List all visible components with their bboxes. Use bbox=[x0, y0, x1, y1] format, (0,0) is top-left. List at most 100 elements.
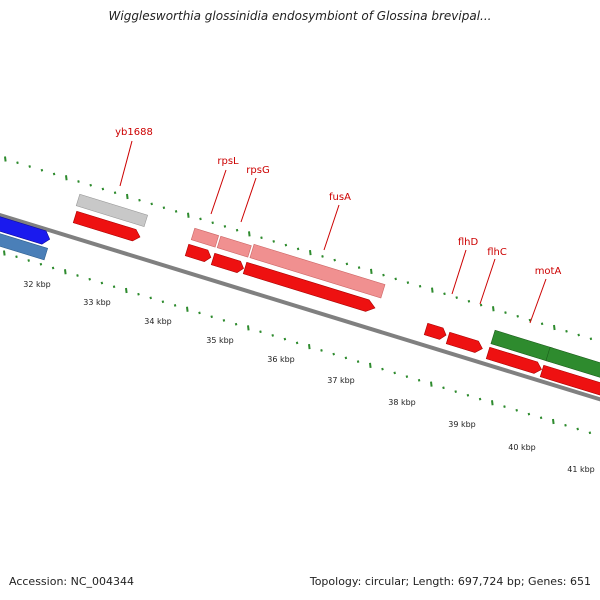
upper-tick-mark bbox=[40, 168, 44, 172]
upper-tick-mark bbox=[260, 236, 263, 240]
topology-label: Topology: circular; Length: 697,724 bp; … bbox=[309, 575, 591, 588]
lower-tick-mark bbox=[271, 334, 274, 337]
feature-blue-left[interactable] bbox=[0, 213, 52, 246]
feature-rpsL-rrna[interactable] bbox=[190, 227, 220, 248]
lower-tick-mark bbox=[320, 349, 323, 352]
lower-tick-mark bbox=[76, 274, 79, 277]
feature-rpsG-rrna[interactable] bbox=[216, 235, 252, 258]
feature-rpsL-cds[interactable] bbox=[184, 243, 212, 263]
feature-fusA-cds[interactable] bbox=[242, 261, 377, 313]
upper-tick-mark bbox=[528, 318, 532, 322]
gene-label-yb1688: yb1688 bbox=[115, 127, 153, 138]
lower-tick-mark bbox=[112, 285, 116, 289]
leader-rpsL bbox=[210, 169, 227, 215]
feature-yb1688-grey[interactable] bbox=[75, 193, 149, 227]
leader-rpsG bbox=[240, 177, 257, 223]
upper-tick-mark bbox=[455, 296, 458, 299]
upper-tick-mark bbox=[65, 175, 68, 181]
feature-green-right[interactable] bbox=[545, 346, 600, 382]
kbp-label: 36 kbp bbox=[267, 355, 295, 364]
gene-label-rpsG: rpsG bbox=[246, 165, 269, 176]
lower-tick-mark bbox=[51, 266, 55, 270]
upper-tick-mark bbox=[235, 228, 239, 232]
lower-tick-mark bbox=[381, 367, 384, 371]
upper-tick-mark bbox=[431, 287, 434, 293]
lower-tick-mark bbox=[491, 400, 494, 406]
accession-label: Accession: NC_004344 bbox=[9, 575, 135, 588]
lower-tick-mark bbox=[539, 416, 543, 420]
feature-fusA-rrna[interactable] bbox=[249, 243, 386, 299]
lower-tick-mark bbox=[369, 362, 372, 369]
upper-tick-mark bbox=[296, 247, 300, 251]
upper-tick-mark bbox=[357, 266, 361, 269]
upper-tick-mark bbox=[492, 306, 495, 312]
upper-tick-mark bbox=[394, 277, 397, 281]
lower-tick-mark bbox=[454, 390, 457, 393]
upper-tick-mark bbox=[443, 292, 446, 296]
upper-tick-mark bbox=[284, 243, 288, 247]
lower-tick-mark bbox=[88, 277, 91, 281]
lower-tick-mark bbox=[308, 343, 311, 350]
lower-tick-mark bbox=[588, 431, 592, 435]
lower-tick-mark bbox=[478, 397, 482, 401]
upper-tick-mark bbox=[540, 322, 544, 326]
lower-tick-mark bbox=[149, 296, 152, 300]
leader-flhC bbox=[479, 258, 496, 305]
upper-tick-mark bbox=[101, 187, 105, 191]
upper-tick-mark bbox=[162, 206, 166, 210]
lower-tick-mark bbox=[417, 378, 421, 382]
feature-flhD-cds[interactable] bbox=[423, 322, 448, 341]
lower-tick-mark bbox=[198, 311, 201, 315]
kbp-label: 41 kbp bbox=[567, 465, 595, 474]
kbp-label: 39 kbp bbox=[448, 420, 476, 429]
upper-tick-mark bbox=[577, 333, 580, 337]
upper-tick-mark bbox=[321, 255, 324, 258]
genome-backbone bbox=[0, 212, 600, 402]
upper-tick-mark bbox=[589, 337, 593, 341]
gene-label-motA: motA bbox=[535, 266, 562, 277]
upper-tick-mark bbox=[77, 180, 80, 183]
upper-tick-mark bbox=[28, 165, 31, 168]
lower-tick-mark bbox=[64, 269, 67, 275]
feature-rpsG-cds[interactable] bbox=[210, 252, 245, 274]
feature-steelblue-left[interactable] bbox=[0, 230, 49, 261]
upper-tick-mark bbox=[89, 183, 92, 187]
upper-tick-mark bbox=[248, 231, 251, 237]
lower-tick-mark bbox=[356, 360, 360, 363]
lower-tick-mark bbox=[173, 304, 177, 307]
feature-motA-cds[interactable] bbox=[485, 346, 543, 375]
feature-yb1688-cds[interactable] bbox=[72, 210, 142, 242]
upper-tick-mark bbox=[309, 249, 312, 256]
upper-tick-mark bbox=[150, 202, 153, 206]
map-layer: yb1688 rpsL rpsG fusA flhD flhC motA 32 … bbox=[0, 127, 600, 474]
lower-tick-mark bbox=[344, 356, 348, 360]
lower-tick-mark bbox=[442, 386, 445, 390]
leader-fusA bbox=[323, 204, 340, 251]
kbp-label: 40 kbp bbox=[508, 443, 536, 452]
lower-tick-mark bbox=[564, 423, 567, 427]
kbp-label: 37 kbp bbox=[327, 376, 355, 385]
leader-motA bbox=[529, 278, 547, 324]
lower-tick-mark bbox=[576, 427, 579, 431]
lower-tick-mark bbox=[125, 287, 128, 294]
lower-tick-mark bbox=[100, 281, 104, 285]
gene-label-rpsL: rpsL bbox=[217, 156, 239, 167]
feature-cds-right[interactable] bbox=[539, 364, 600, 397]
lower-tick-mark bbox=[27, 259, 30, 262]
lower-tick-mark bbox=[3, 250, 6, 256]
upper-tick-mark bbox=[138, 198, 141, 202]
upper-tick-mark bbox=[333, 258, 336, 262]
kbp-label: 35 kbp bbox=[206, 336, 234, 345]
upper-tick-mark bbox=[553, 324, 556, 331]
lower-tick-mark bbox=[137, 292, 140, 296]
upper-tick-mark bbox=[113, 191, 117, 195]
leader-flhD bbox=[451, 249, 467, 295]
upper-tick-mark bbox=[370, 268, 373, 275]
genome-title: Wigglesworthia glossinidia endosymbiont … bbox=[108, 9, 492, 23]
upper-tick-mark bbox=[16, 161, 19, 165]
feature-flhC-cds[interactable] bbox=[445, 331, 484, 354]
lower-tick-mark bbox=[259, 330, 262, 334]
lower-tick-mark bbox=[332, 352, 335, 356]
